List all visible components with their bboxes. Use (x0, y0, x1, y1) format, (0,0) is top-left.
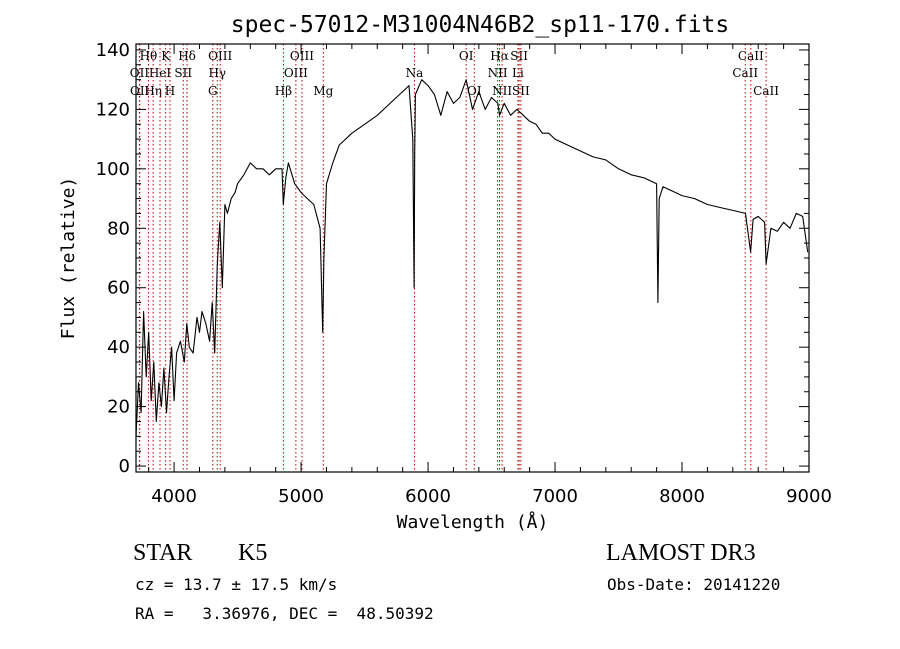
line-marker-label: G (208, 84, 218, 98)
line-marker-label: H (165, 84, 175, 98)
object-subclass: K5 (238, 540, 268, 566)
y-tick-label: 60 (107, 278, 130, 299)
x-tick-label: 4000 (151, 486, 197, 507)
x-axis-label: Wavelength (Å) (397, 511, 549, 533)
x-tick-label: 5000 (278, 486, 324, 507)
y-tick-label: 100 (96, 159, 130, 180)
line-marker-label: Hβ (275, 84, 292, 98)
x-tick-label: 7000 (532, 486, 578, 507)
spectrum-series-line (135, 79, 809, 437)
line-marker-label: OI (459, 49, 474, 63)
chart-title: spec-57012-M31004N46B2_sp11-170.fits (231, 12, 730, 38)
line-marker-label: OIII (208, 49, 232, 63)
line-marker-label: CaII (732, 66, 758, 80)
coordinates-readout: RA = 3.36976, DEC = 48.50392 (135, 604, 434, 623)
x-tick-label: 6000 (405, 486, 451, 507)
y-tick-label: 20 (107, 397, 130, 418)
y-tick-label: 120 (96, 99, 130, 120)
line-marker-label: Mg (313, 84, 333, 98)
line-marker-label: OIII (284, 66, 308, 80)
series-layer (135, 79, 809, 437)
y-axis-label: Flux (relative) (58, 177, 79, 340)
object-class: STAR (133, 540, 193, 566)
line-marker-label: CaII (753, 84, 779, 98)
line-marker-label: Li (512, 66, 524, 80)
survey-name: LAMOST DR3 (606, 540, 756, 566)
line-marker-label: OIII (290, 49, 314, 63)
line-marker-label: K (161, 49, 171, 63)
line-marker-label: Hγ (208, 66, 226, 80)
line-marker-label: SII (510, 49, 528, 63)
y-tick-label: 140 (96, 40, 130, 61)
line-marker-label: SII (174, 66, 192, 80)
x-tick-label: 9000 (786, 486, 832, 507)
y-tick-label: 40 (107, 337, 130, 358)
line-marker-label: NII (488, 66, 508, 80)
y-tick-label: 0 (119, 456, 130, 477)
line-marker-label: CaII (738, 49, 764, 63)
line-marker-label: Na (406, 66, 424, 80)
x-tick-label: 8000 (659, 486, 705, 507)
axes-layer: 4000 5000 6000 7000 8000 9000 0 20 40 60 80 100 120 1… (96, 40, 832, 507)
line-marker-label: Hδ (178, 49, 196, 63)
redshift-readout: cz = 13.7 ± 17.5 km/s (135, 575, 338, 594)
line-marker-label: NII (492, 84, 512, 98)
y-tick-label: 80 (107, 218, 130, 239)
line-marker-label: OII (130, 84, 150, 98)
obs-date-readout: Obs-Date: 20141220 (607, 575, 781, 594)
line-marker-label: HeI (149, 66, 172, 80)
line-marker-label: Hη (144, 84, 162, 98)
line-marker-label: Hθ (140, 49, 158, 63)
line-marker-label: Hα (490, 49, 509, 63)
line-marker-label: SII (512, 84, 530, 98)
